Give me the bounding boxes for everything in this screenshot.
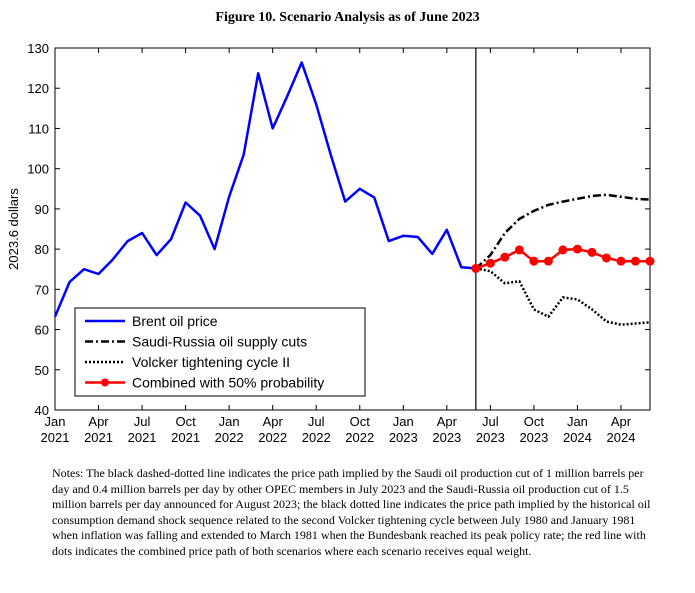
y-tick-label: 50 <box>35 363 49 378</box>
series-marker-4 <box>645 256 655 266</box>
x-tick-label-year: 2022 <box>302 430 331 445</box>
x-tick-label-year: 2022 <box>345 430 374 445</box>
y-tick-label: 130 <box>27 41 49 56</box>
x-tick-label-year: 2024 <box>563 430 592 445</box>
series-marker-4 <box>529 256 539 266</box>
x-tick-label-year: 2023 <box>476 430 505 445</box>
x-tick-label-month: Jan <box>219 414 240 429</box>
series-marker-4 <box>471 263 481 273</box>
series-marker-4 <box>601 253 611 263</box>
line-chart: 405060708090100110120130Jan2021Apr2021Ju… <box>6 41 655 445</box>
legend-label-3: Volcker tightening cycle II <box>132 354 290 370</box>
x-tick-label-month: Jan <box>393 414 414 429</box>
series-marker-4 <box>500 252 510 262</box>
legend-label-1: Brent oil price <box>132 313 218 329</box>
figure-title: Figure 10. Scenario Analysis as of June … <box>215 10 480 25</box>
y-tick-label: 100 <box>27 162 49 177</box>
x-tick-label-month: Jul <box>308 414 325 429</box>
y-tick-label: 40 <box>35 403 49 418</box>
series-marker-4 <box>514 245 524 255</box>
series-marker-4 <box>558 245 568 255</box>
x-tick-label-month: Oct <box>175 414 196 429</box>
x-tick-label-year: 2021 <box>128 430 157 445</box>
x-tick-label-month: Oct <box>524 414 545 429</box>
legend-label-2: Saudi-Russia oil supply cuts <box>132 334 307 350</box>
y-tick-label: 90 <box>35 202 49 217</box>
x-tick-label-year: 2021 <box>41 430 70 445</box>
x-tick-label-month: Jul <box>134 414 151 429</box>
y-tick-label: 70 <box>35 282 49 297</box>
series-line-2 <box>475 193 651 270</box>
y-tick-label: 120 <box>27 81 49 96</box>
y-axis-label: 2023.6 dollars <box>6 188 21 270</box>
series-marker-4 <box>543 256 553 266</box>
plot-frame <box>54 47 651 411</box>
x-tick-label-year: 2024 <box>607 430 636 445</box>
x-tick-label-month: Apr <box>437 414 458 429</box>
y-tick-label: 80 <box>35 242 49 257</box>
x-tick-label-year: 2023 <box>389 430 418 445</box>
x-tick-label-year: 2021 <box>171 430 200 445</box>
x-tick-label-month: Apr <box>263 414 284 429</box>
y-tick-label: 110 <box>28 121 49 136</box>
x-tick-label-month: Jan <box>45 414 66 429</box>
x-tick-label-month: Apr <box>611 414 632 429</box>
x-tick-label-month: Apr <box>88 414 109 429</box>
x-tick-label-year: 2023 <box>432 430 461 445</box>
y-tick-label: 60 <box>35 323 49 338</box>
series-marker-4 <box>485 258 495 268</box>
series-line-3 <box>475 267 651 326</box>
series-marker-4 <box>572 244 582 254</box>
x-tick-label-year: 2023 <box>519 430 548 445</box>
x-tick-label-month: Jan <box>567 414 588 429</box>
figure-notes: Notes: The black dashed-dotted line indi… <box>52 466 651 558</box>
legend-marker-4 <box>101 378 109 387</box>
x-tick-label-year: 2022 <box>215 430 244 445</box>
x-tick-label-year: 2021 <box>84 430 113 445</box>
series-marker-4 <box>587 247 597 257</box>
x-tick-label-month: Jul <box>482 414 499 429</box>
series-marker-4 <box>630 256 640 266</box>
x-tick-label-month: Oct <box>350 414 371 429</box>
x-tick-label-year: 2022 <box>258 430 287 445</box>
series-line-1 <box>53 61 477 318</box>
series-marker-4 <box>616 256 626 266</box>
legend-label-4: Combined with 50% probability <box>132 375 324 391</box>
